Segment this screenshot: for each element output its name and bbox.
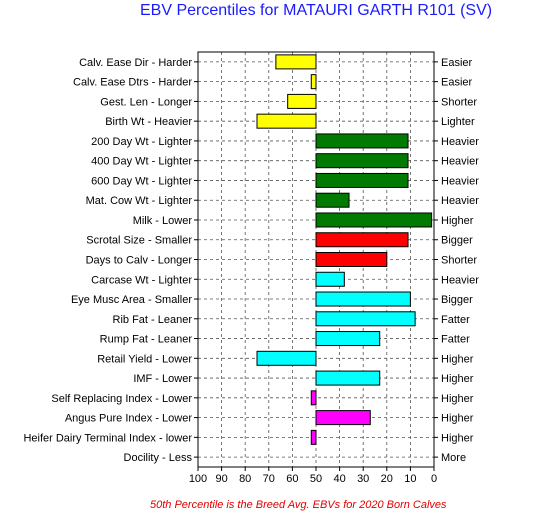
trait-label: Days to Calv - Longer (86, 255, 193, 267)
trait-label: Angus Pure Index - Lower (65, 413, 193, 425)
trait-direction-label: Heavier (441, 136, 479, 148)
trait-bar (315, 291, 411, 307)
x-tick-label: 70 (263, 473, 275, 485)
trait-bar (315, 252, 388, 267)
trait-label: Gest. Len - Longer (100, 96, 192, 108)
trait-label: Rib Fat - Leaner (113, 314, 193, 326)
trait-direction-label: Higher (441, 353, 474, 365)
trait-label: Scrotal Size - Smaller (86, 235, 192, 247)
trait-bar (315, 153, 409, 169)
trait-direction-label: Shorter (441, 96, 477, 108)
trait-direction-label: Heavier (441, 274, 479, 286)
trait-direction-label: Easier (441, 77, 473, 89)
trait-bar (315, 370, 381, 386)
x-tick-label: 90 (215, 473, 227, 485)
chart-footnote: 50th Percentile is the Breed Avg. EBVs f… (150, 499, 447, 511)
trait-bar (315, 212, 433, 228)
x-tick-label: 20 (381, 473, 393, 485)
trait-direction-label: More (441, 452, 466, 464)
trait-bar (310, 429, 317, 445)
trait-label: Milk - Lower (133, 215, 193, 227)
trait-label: Mat. Cow Wt - Lighter (86, 195, 193, 207)
trait-bar (275, 54, 317, 70)
x-tick-label: 50 (310, 473, 322, 485)
trait-direction-label: Fatter (441, 334, 470, 346)
trait-direction-label: Heavier (441, 175, 479, 187)
trait-label: Birth Wt - Heavier (105, 116, 192, 128)
trait-direction-label: Bigger (441, 235, 473, 247)
trait-bar (315, 232, 409, 248)
trait-label: Carcase Wt - Lighter (91, 274, 192, 286)
trait-bar (315, 172, 409, 188)
trait-label: Retail Yield - Lower (97, 353, 192, 365)
trait-bar (315, 271, 345, 287)
x-tick-label: 0 (431, 473, 437, 485)
trait-bar (315, 192, 350, 208)
x-tick-label: 60 (286, 473, 298, 485)
trait-label: Rump Fat - Leaner (100, 334, 193, 346)
plot-border (197, 51, 435, 468)
trait-direction-label: Higher (441, 215, 474, 227)
x-tick-label: 30 (357, 473, 369, 485)
trait-direction-label: Higher (441, 393, 474, 405)
trait-bar (315, 133, 409, 149)
x-tick-label: 40 (333, 473, 345, 485)
trait-bar (315, 331, 381, 347)
trait-direction-label: Lighter (441, 116, 475, 128)
trait-label: IMF - Lower (133, 373, 192, 385)
trait-label: Heifer Dairy Terminal Index - lower (23, 432, 192, 444)
trait-label: Calv. Ease Dir - Harder (79, 57, 192, 69)
trait-direction-label: Easier (441, 57, 473, 69)
trait-bar (310, 74, 317, 90)
trait-label: 400 Day Wt - Lighter (91, 156, 192, 168)
trait-direction-label: Heavier (441, 195, 479, 207)
trait-label: Self Replacing Index - Lower (51, 393, 192, 405)
trait-direction-label: Shorter (441, 255, 477, 267)
trait-bar (287, 93, 317, 109)
trait-direction-label: Higher (441, 432, 474, 444)
trait-direction-label: Bigger (441, 294, 473, 306)
trait-direction-label: Higher (441, 373, 474, 385)
trait-bar (256, 113, 317, 129)
trait-label: 600 Day Wt - Lighter (91, 175, 192, 187)
trait-direction-label: Higher (441, 413, 474, 425)
trait-bar (315, 410, 371, 426)
x-tick-label: 80 (239, 473, 251, 485)
chart-title-text: EBV Percentiles for MATAURI GARTH R101 (… (140, 2, 493, 19)
trait-bar (256, 350, 317, 366)
trait-label: Calv. Ease Dtrs - Harder (73, 77, 192, 89)
trait-label: Docility - Less (124, 452, 193, 464)
trait-label: Eye Musc Area - Smaller (71, 294, 192, 306)
x-tick-label: 10 (404, 473, 416, 485)
trait-direction-label: Heavier (441, 156, 479, 168)
trait-bar (315, 311, 416, 327)
x-tick-label: 100 (189, 473, 207, 485)
trait-bar (310, 390, 317, 406)
trait-direction-label: Fatter (441, 314, 470, 326)
trait-label: 200 Day Wt - Lighter (91, 136, 192, 148)
